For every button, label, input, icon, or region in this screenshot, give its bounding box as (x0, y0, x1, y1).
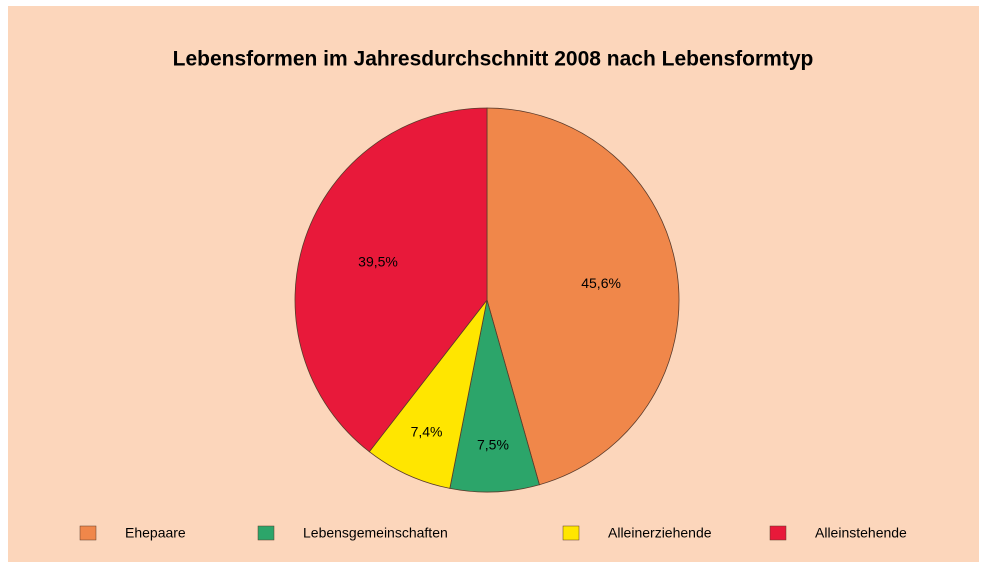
value-label: 7,5% (477, 437, 509, 453)
value-label: 7,4% (411, 424, 443, 440)
legend-label: Ehepaare (125, 525, 186, 541)
legend-label: Alleinstehende (815, 525, 907, 541)
legend-swatch (79, 525, 97, 541)
pie-slice (294, 107, 488, 453)
value-label: 45,6% (581, 275, 621, 291)
legend-label: Lebensgemeinschaften (303, 525, 448, 541)
value-label: 39,5% (358, 253, 398, 269)
legend-label: Alleinerziehende (608, 525, 712, 541)
legend-swatch (257, 525, 275, 541)
legend-swatch (769, 525, 787, 541)
pie-slice (486, 107, 680, 486)
legend-swatch (562, 525, 580, 541)
chart-title: Lebensformen im Jahresdurchschnitt 2008 … (173, 48, 814, 71)
